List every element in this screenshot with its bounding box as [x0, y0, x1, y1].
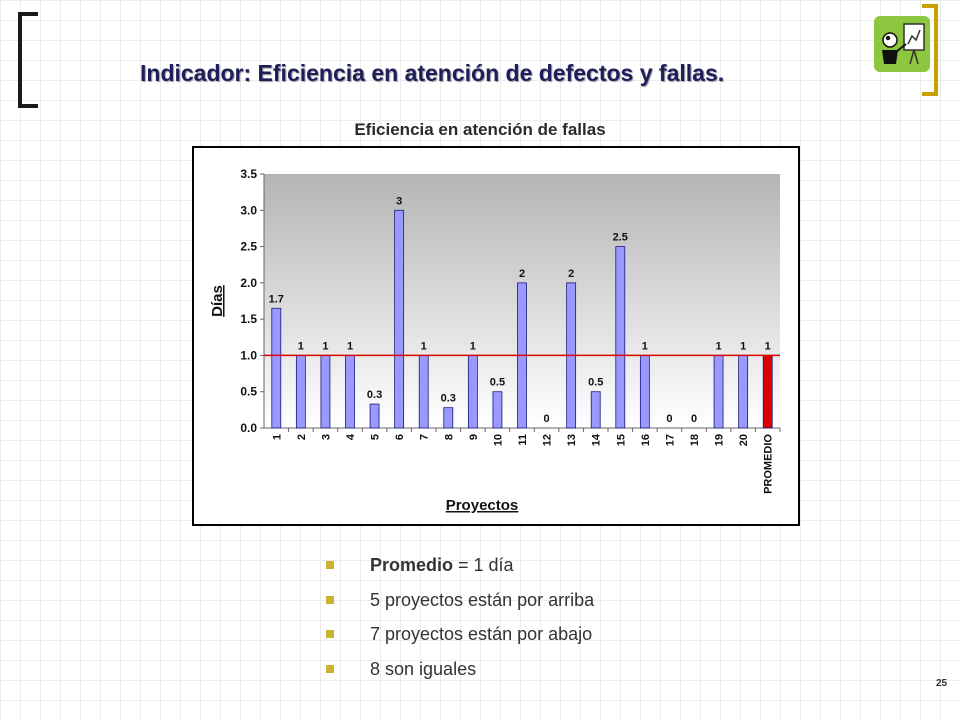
bullet-item: 5 proyectos están por arriba: [326, 587, 594, 622]
bar: [639, 355, 650, 429]
x-tick-label: 14: [591, 433, 603, 446]
bar-data-label: 2: [519, 268, 525, 280]
x-tick-label: 3: [320, 434, 332, 440]
right-bracket-decoration: [922, 4, 938, 96]
bar-data-label: 0.3: [441, 393, 456, 405]
bar-data-label: 1: [470, 340, 476, 352]
bullet-text: = 1 día: [453, 555, 514, 575]
bar: [615, 246, 626, 429]
x-tick-label: 18: [689, 434, 701, 446]
y-tick-label: 3.0: [240, 203, 257, 217]
bar-data-label: 1: [421, 340, 427, 352]
bullet-square-icon: [326, 630, 334, 638]
x-axis-title: Proyectos: [446, 497, 519, 514]
bar-data-label: 1.7: [269, 293, 284, 305]
presenter-logo-icon: [874, 16, 930, 72]
bar-data-label: 0.5: [588, 377, 603, 389]
bullet-strong-text: Promedio: [370, 555, 454, 575]
bar-data-label: 0.3: [367, 389, 382, 401]
bar-data-label: 1: [347, 340, 353, 352]
bar: [320, 355, 331, 429]
x-tick-label: 13: [566, 434, 578, 446]
x-tick-label: 6: [394, 434, 406, 440]
bar-data-label: 1: [298, 340, 304, 352]
bullet-text: 8 son iguales: [370, 658, 477, 679]
chart-frame: 0.0 0.5 1.0 1.5 2.0 2.5 3.0 3.5 1.7 1 1 2 1 3 1 4 0.3 5 3 6…: [192, 146, 800, 526]
y-tick-label: 0.5: [240, 385, 257, 399]
y-tick-label: 3.5: [240, 167, 257, 181]
x-tick-label: 2: [296, 434, 308, 440]
bar: [738, 355, 749, 429]
x-tick-label: 8: [443, 434, 455, 440]
bullet-text: 5 proyectos están por arriba: [370, 589, 595, 610]
bar-chart: 0.00.51.01.52.02.53.03.51.711213140.3536…: [209, 167, 781, 514]
y-tick-label: 1.5: [240, 312, 257, 326]
bullet-item: 7 proyectos están por abajo: [326, 621, 594, 656]
page-number: 25: [936, 678, 948, 689]
x-tick-label: 1: [271, 434, 283, 440]
bar-data-label: 1: [765, 340, 771, 352]
bar: [590, 391, 601, 429]
bar-data-label: 1: [322, 340, 328, 352]
y-tick-label: 2.0: [240, 276, 257, 290]
x-tick-label: 4: [345, 433, 357, 440]
bar: [369, 403, 380, 429]
x-tick-label: 5: [370, 434, 382, 440]
bar-data-label: 1: [716, 340, 722, 352]
bar: [467, 355, 478, 429]
bar-data-label: 0: [666, 413, 672, 425]
x-tick-label: 11: [517, 434, 529, 446]
x-tick-label: 16: [640, 434, 652, 446]
bar: [713, 355, 724, 429]
x-tick-label: 12: [542, 434, 554, 446]
x-tick-label: 15: [615, 434, 627, 446]
bar-data-label: 2.5: [613, 232, 628, 244]
x-tick-label: PROMEDIO: [763, 434, 775, 494]
bullet-square-icon: [326, 664, 334, 673]
bar-data-label: 0: [544, 413, 550, 425]
bullet-square-icon: [326, 561, 334, 569]
y-tick-label: 0.0: [240, 421, 257, 435]
x-tick-label: 17: [664, 434, 676, 446]
bar: [295, 355, 306, 429]
bar-data-label: 0.5: [490, 377, 505, 389]
x-tick-label: 10: [492, 434, 504, 446]
x-tick-label: 7: [419, 434, 431, 440]
chart-title: Eficiencia en atención de fallas: [354, 120, 606, 139]
slide-title: Indicador: Eficiencia en atención de def…: [140, 60, 725, 86]
y-tick-label: 2.5: [240, 240, 257, 254]
bullet-square-icon: [326, 595, 334, 604]
bullet-text: 7 proyectos están por abajo: [370, 624, 593, 644]
bar: [443, 407, 454, 429]
bar: [345, 355, 355, 429]
bullet-item: Promedio = 1 día: [326, 552, 594, 587]
bullet-list: Promedio = 1 día 5 proyectos están por a…: [326, 552, 594, 690]
x-tick-label: 19: [714, 434, 726, 446]
bar-data-label: 1: [642, 340, 648, 352]
bar: [418, 355, 429, 429]
bar: [762, 355, 773, 429]
bar-data-label: 2: [568, 268, 574, 280]
bar-data-label: 1: [740, 340, 746, 352]
y-axis-title: Días: [209, 285, 226, 317]
bullet-item: 8 son iguales: [326, 656, 594, 691]
bar: [271, 307, 282, 429]
bar: [394, 209, 405, 429]
bar-data-label: 3: [396, 195, 402, 207]
x-tick-label: 20: [738, 434, 750, 446]
y-tick-label: 1.0: [240, 348, 257, 362]
x-tick-label: 9: [468, 434, 480, 440]
bar: [492, 391, 503, 429]
left-bracket-decoration: [18, 12, 38, 108]
bar-data-label: 0: [691, 413, 697, 425]
